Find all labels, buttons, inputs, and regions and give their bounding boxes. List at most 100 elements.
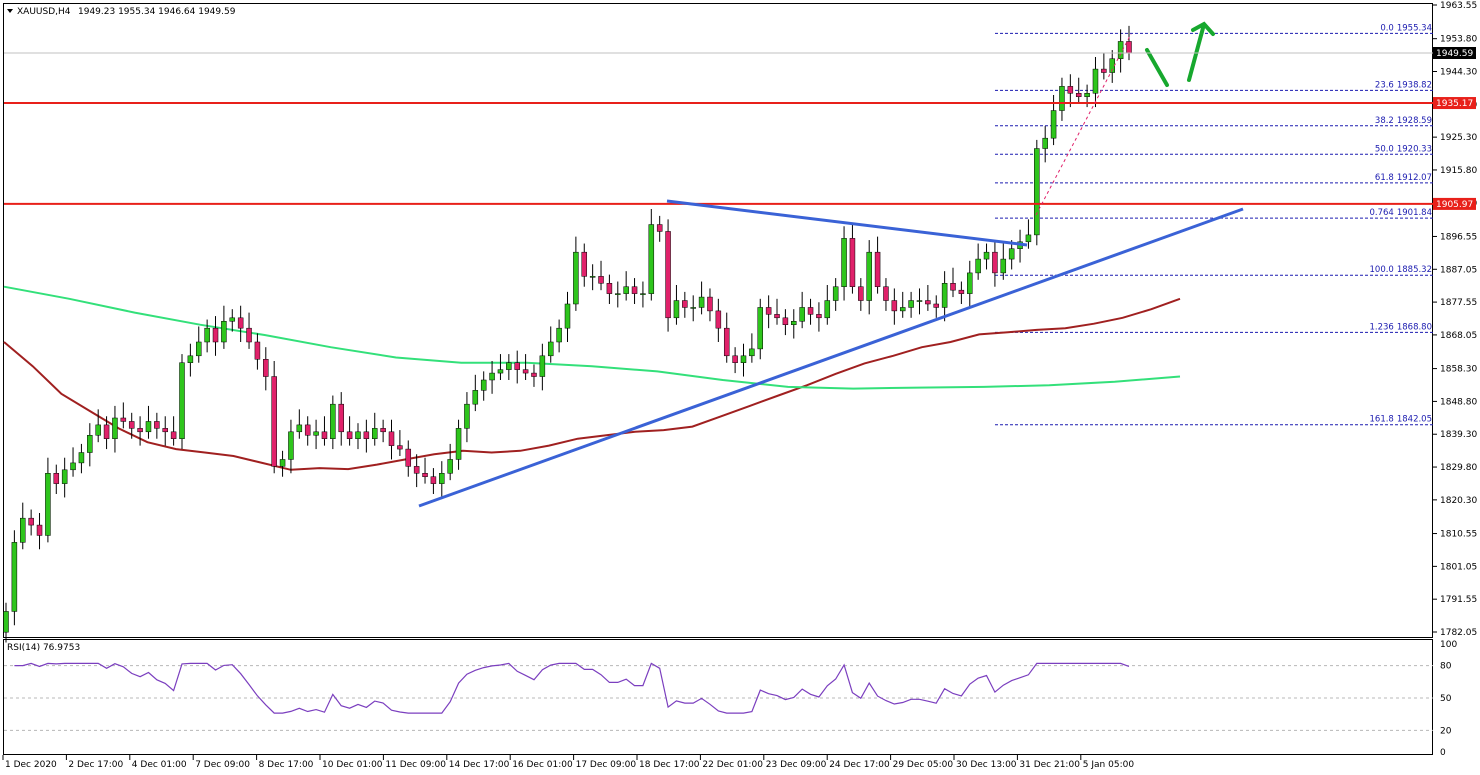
candle-body[interactable] [229,317,236,322]
candle-body[interactable] [405,448,412,467]
candle-body[interactable] [380,428,386,433]
collapse-triangle-icon[interactable] [7,9,13,13]
candle-body[interactable] [363,431,370,439]
candle-body[interactable] [606,283,613,294]
candle-body[interactable] [1025,234,1032,243]
candle-body[interactable] [137,428,143,433]
candle-body[interactable] [61,469,68,484]
candle-body[interactable] [648,224,655,294]
candle-body[interactable] [531,372,537,377]
candle-body[interactable] [925,300,931,305]
candle-body[interactable] [573,251,579,305]
candle-body[interactable] [1126,41,1132,54]
candle-body[interactable] [11,542,18,612]
candle-body[interactable] [371,428,378,439]
candle-body[interactable] [682,300,688,308]
candle-body[interactable] [933,303,939,308]
candle-body[interactable] [20,517,26,543]
candle-body[interactable] [196,341,202,357]
candle-body[interactable] [1092,68,1099,94]
candle-body[interactable] [883,286,889,301]
candle-body[interactable] [673,300,680,319]
candle-body[interactable] [547,341,554,357]
candle-body[interactable] [204,327,210,343]
candle-body[interactable] [246,327,252,343]
candle-body[interactable] [70,462,76,471]
candle-body[interactable] [615,293,621,295]
candle-body[interactable] [866,251,872,301]
candle-body[interactable] [439,473,445,484]
candle-body[interactable] [128,421,135,429]
candle-body[interactable] [1084,93,1090,97]
candle-body[interactable] [1050,110,1057,139]
candle-body[interactable] [480,379,487,391]
candle-body[interactable] [296,424,303,433]
candle-body[interactable] [1067,86,1074,94]
candle-body[interactable] [665,231,671,319]
candle-body[interactable] [304,424,311,436]
candle-body[interactable] [154,421,160,429]
candle-body[interactable] [782,317,789,325]
candle-body[interactable] [975,258,981,274]
candle-body[interactable] [338,403,344,433]
candle-body[interactable] [723,327,730,357]
candle-body[interactable] [112,417,118,439]
candle-body[interactable] [36,524,43,536]
candle-body[interactable] [254,341,261,360]
candle-body[interactable] [120,417,127,422]
candle-body[interactable] [28,517,34,526]
candle-body[interactable] [992,251,998,274]
candle-body[interactable] [740,355,747,363]
candle-body[interactable] [690,307,696,309]
candle-body[interactable] [45,473,51,536]
candle-body[interactable] [430,476,437,484]
falling-resistance-trendline[interactable] [666,199,1028,247]
candle-body[interactable] [941,283,948,308]
candle-body[interactable] [791,321,797,325]
candle-body[interactable] [288,431,294,460]
candle-body[interactable] [757,307,764,350]
candle-body[interactable] [489,372,495,381]
candle-body[interactable] [1000,258,1007,274]
candle-body[interactable] [145,421,152,433]
candle-body[interactable] [1101,68,1107,73]
candle-body[interactable] [1059,86,1065,111]
candle-body[interactable] [950,283,956,291]
candle-body[interactable] [983,251,990,260]
candle-body[interactable] [749,348,755,357]
candle-body[interactable] [103,424,110,439]
candle-body[interactable] [1008,248,1015,260]
moving-average-line[interactable] [3,297,1181,471]
candle-body[interactable] [187,355,194,363]
candle-body[interactable] [849,238,856,287]
candle-body[interactable] [581,251,588,277]
candle-body[interactable] [807,307,814,315]
candle-body[interactable] [1042,137,1048,149]
candle-body[interactable] [765,307,772,315]
candle-body[interactable] [899,307,906,312]
candle-body[interactable] [397,445,403,450]
candle-body[interactable] [3,611,9,633]
candle-body[interactable] [321,431,328,439]
candle-body[interactable] [271,376,277,467]
candle-body[interactable] [832,286,839,301]
candle-body[interactable] [916,300,923,302]
candle-body[interactable] [858,286,864,301]
candle-body[interactable] [279,459,286,467]
candle-body[interactable] [506,362,512,370]
candle-body[interactable] [556,327,562,343]
candle-body[interactable] [824,300,831,319]
candle-body[interactable] [631,286,638,294]
rsi-line[interactable] [14,662,1130,714]
candle-body[interactable] [497,369,504,374]
candle-body[interactable] [87,435,93,453]
candle-body[interactable] [237,317,244,329]
candle-body[interactable] [1075,93,1082,97]
candle-body[interactable] [95,424,101,436]
moving-average-line[interactable] [3,285,1181,390]
candle-body[interactable] [1034,148,1040,236]
candle-body[interactable] [967,272,973,294]
candle-body[interactable] [598,276,604,284]
candle-body[interactable] [564,303,571,329]
